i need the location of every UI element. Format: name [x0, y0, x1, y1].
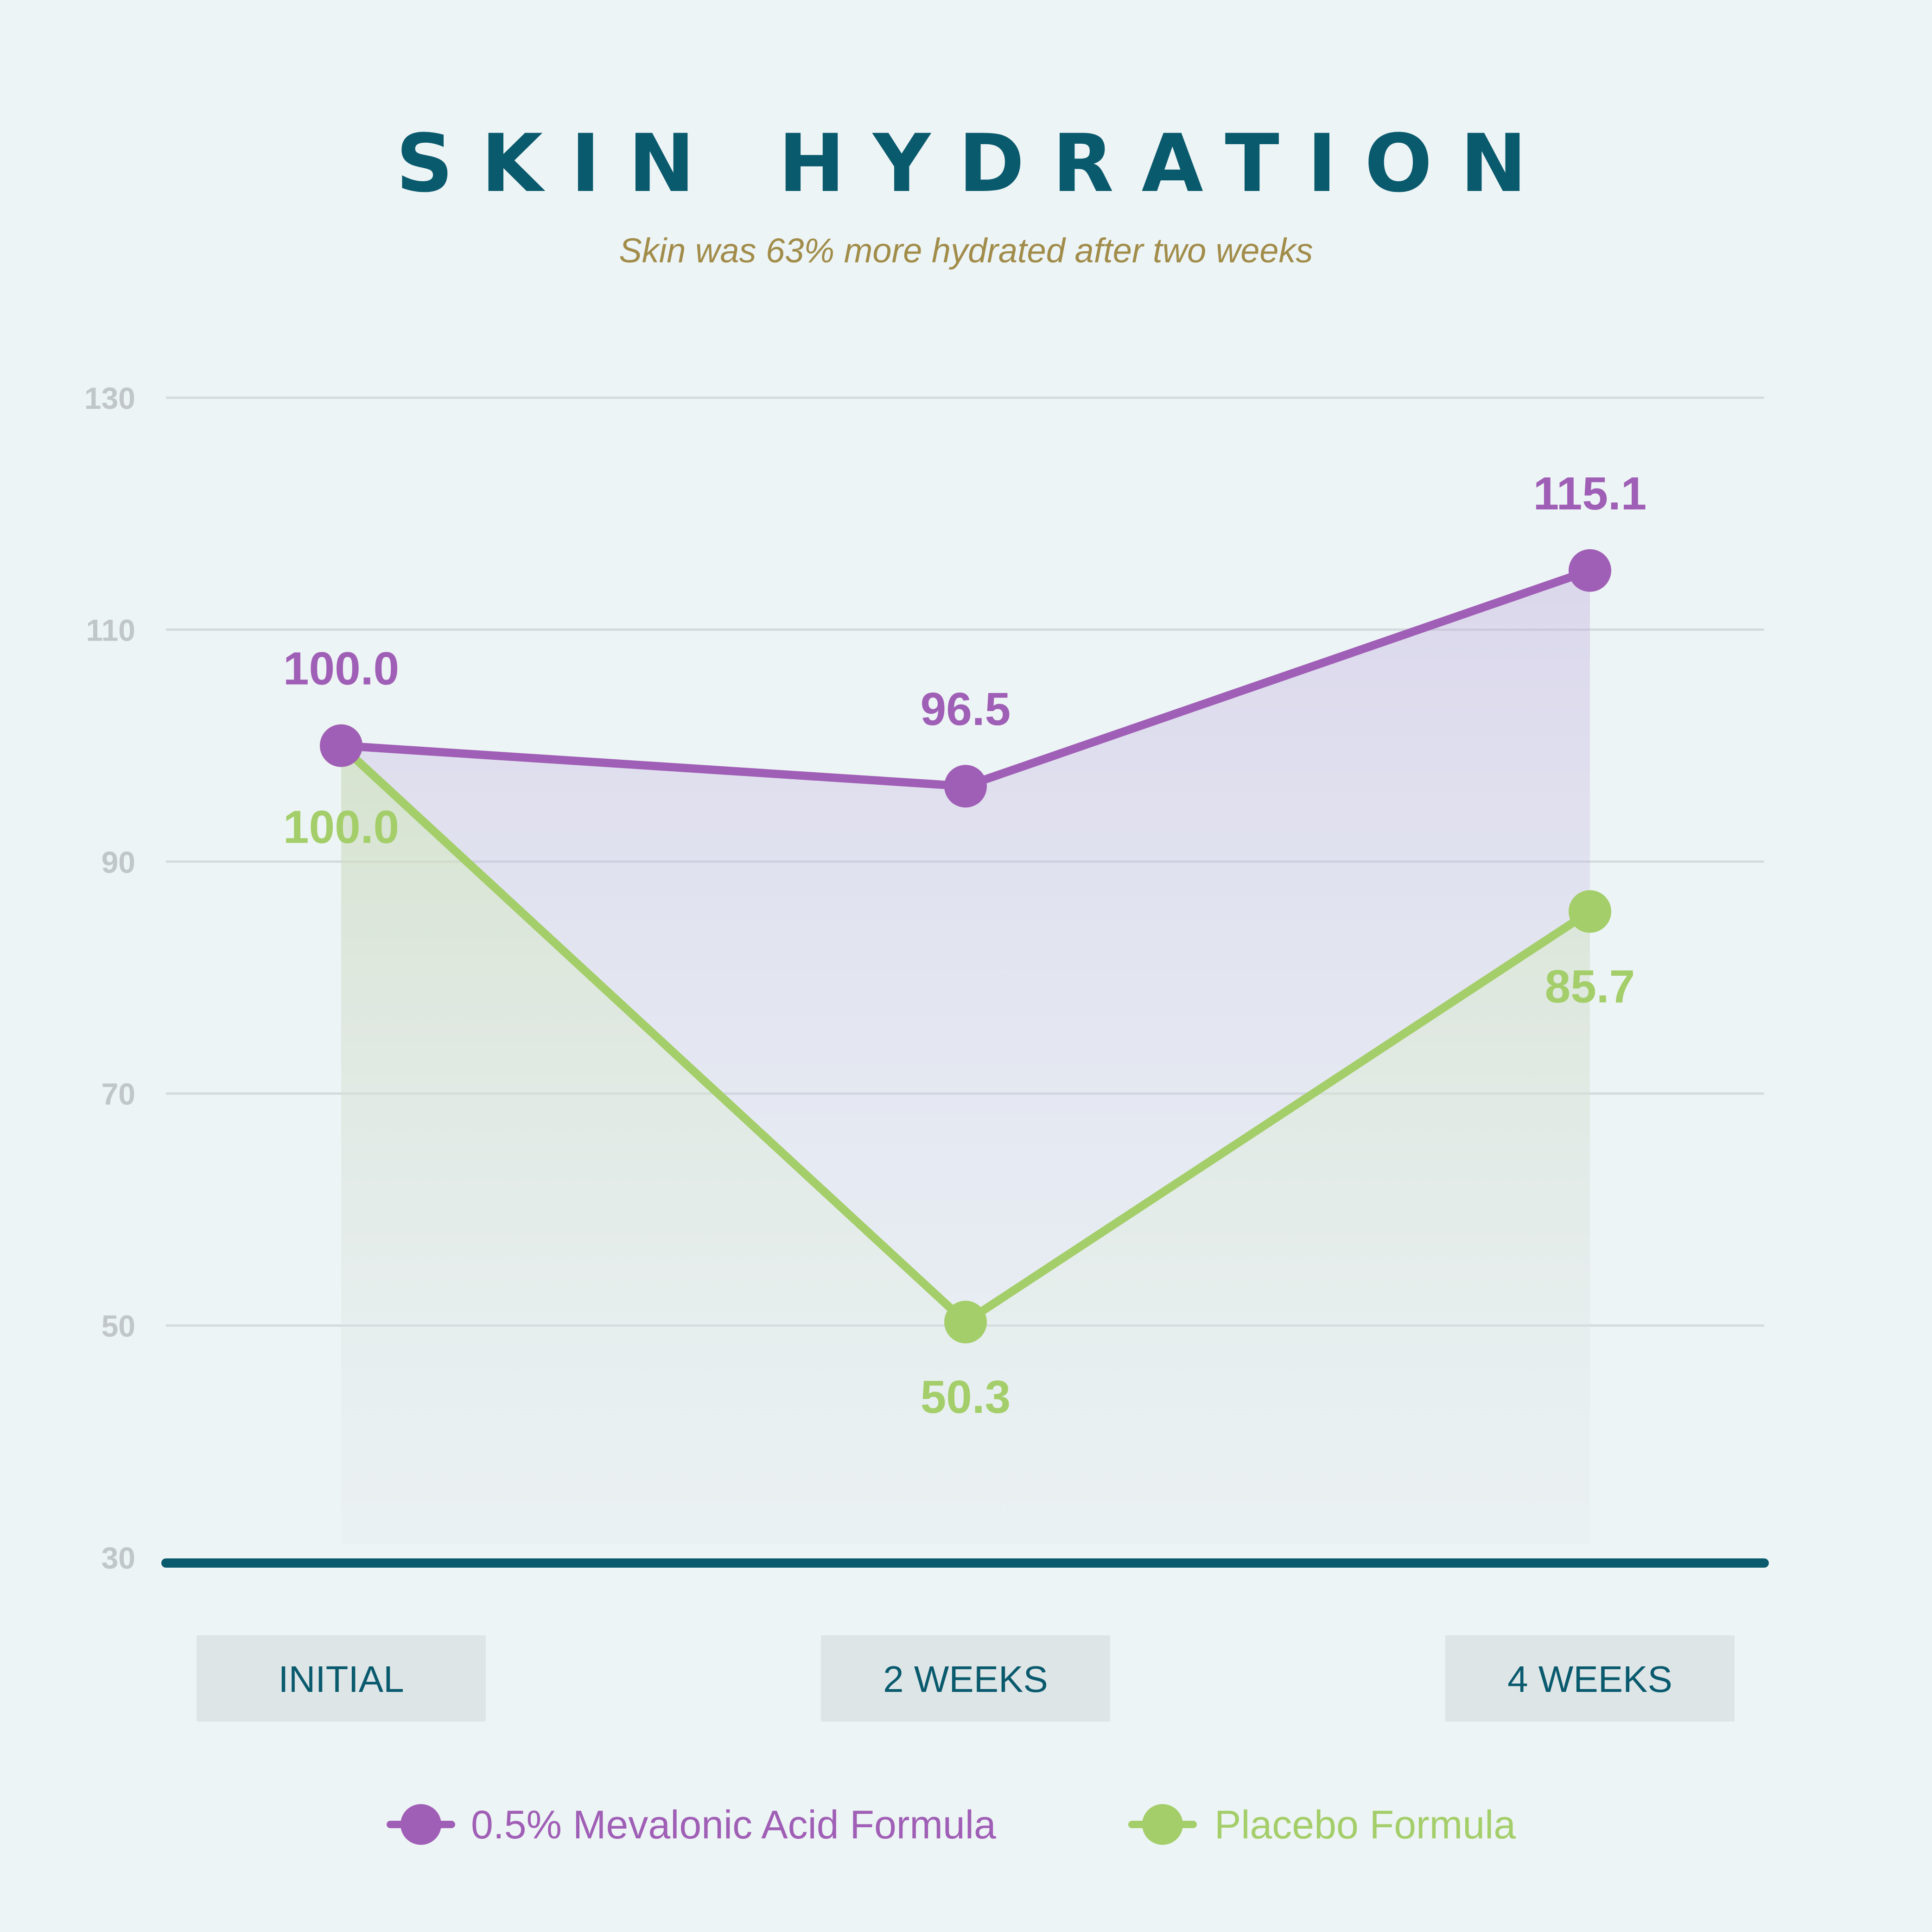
- data-label: 100.0: [283, 801, 399, 853]
- y-tick-label: 70: [102, 1077, 135, 1111]
- x-tick-label: INITIAL: [278, 1659, 404, 1700]
- legend-marker: [1142, 1804, 1183, 1845]
- legend-label: Placebo Formula: [1214, 1803, 1516, 1847]
- data-label: 100.0: [283, 643, 399, 695]
- legend-label: 0.5% Mevalonic Acid Formula: [471, 1803, 996, 1847]
- y-tick-label: 90: [102, 845, 135, 879]
- chart-title: SKIN HYDRATION: [396, 117, 1555, 210]
- series-area-1: [341, 745, 1590, 1544]
- legend: 0.5% Mevalonic Acid Formula Placebo Formu…: [387, 1803, 1516, 1847]
- category-box: [1445, 1635, 1735, 1722]
- data-point-marker: [1569, 890, 1611, 933]
- legend-marker: [400, 1804, 441, 1845]
- y-tick-label: 50: [102, 1309, 135, 1343]
- x-tick-label: 2 WEEKS: [883, 1659, 1048, 1700]
- data-point-marker: [320, 724, 362, 767]
- y-axis-ticks: 130 110 90 70 50 30: [84, 381, 135, 1575]
- data-labels: 100.0 96.5 115.1 100.0 50.3 85.7: [283, 468, 1646, 1423]
- data-point-marker: [944, 1301, 987, 1344]
- data-label: 85.7: [1545, 960, 1635, 1012]
- x-tick-label: 4 WEEKS: [1507, 1659, 1672, 1700]
- x-axis-categories: INITIAL 2 WEEKS 4 WEEKS: [197, 1635, 1735, 1722]
- chart-subtitle: Skin was 63% more hydrated after two wee…: [619, 231, 1313, 270]
- y-tick-label: 130: [84, 381, 135, 415]
- category-box: [197, 1635, 486, 1722]
- data-point-marker: [944, 765, 987, 808]
- y-tick-label: 30: [102, 1541, 135, 1575]
- data-label: 115.1: [1533, 468, 1647, 520]
- category-box: [821, 1635, 1110, 1722]
- series-areas: [341, 570, 1590, 1544]
- y-tick-label: 110: [86, 613, 135, 647]
- data-point-marker: [1569, 549, 1611, 592]
- data-label: 50.3: [921, 1371, 1011, 1423]
- data-label: 96.5: [921, 683, 1011, 735]
- series-lines: [320, 549, 1611, 1344]
